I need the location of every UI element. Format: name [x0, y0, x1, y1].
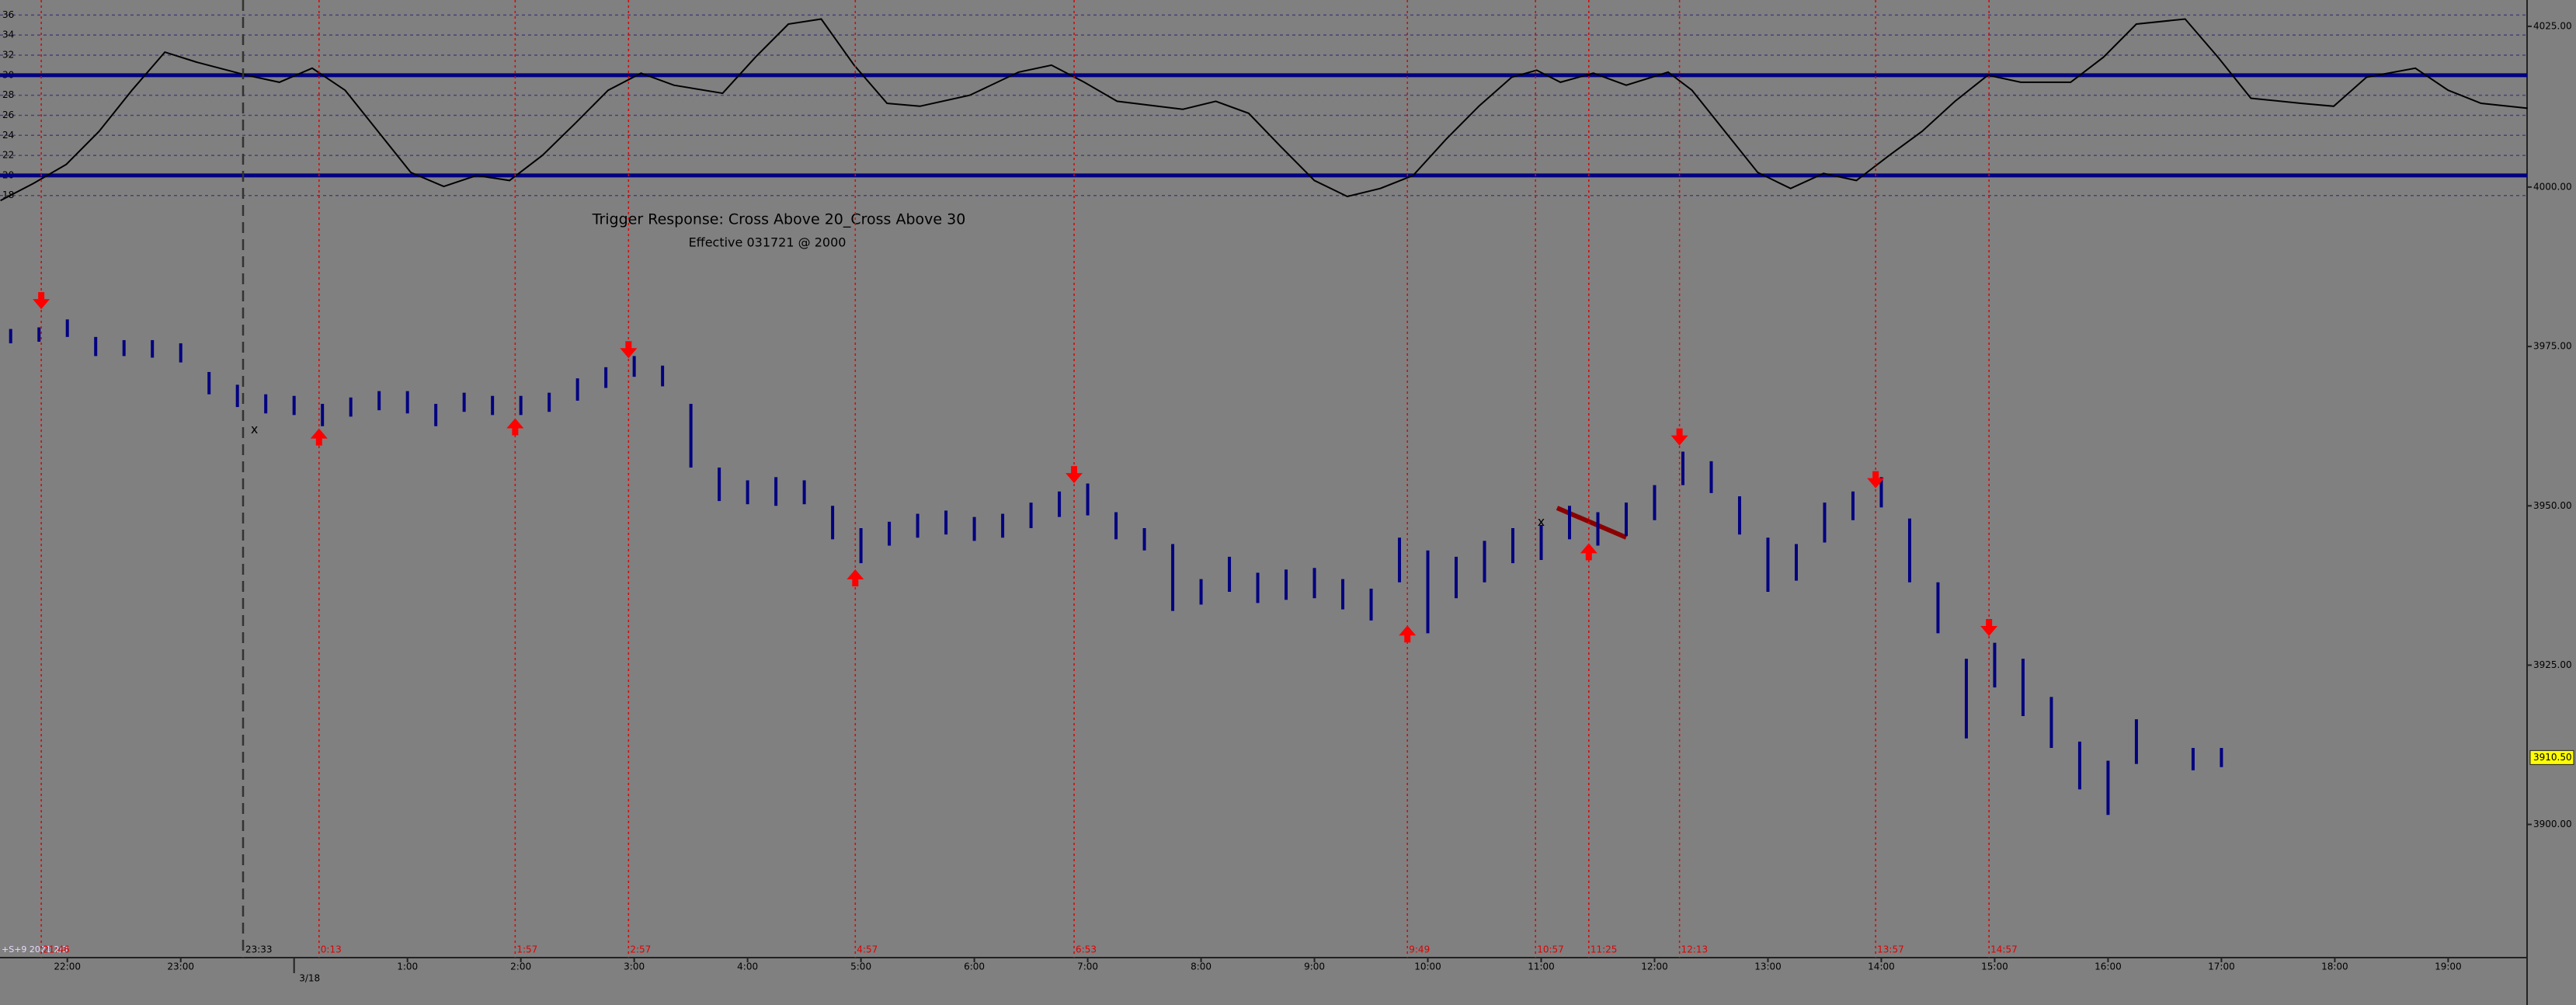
- y-tick-label: 32: [2, 50, 14, 61]
- x-tick-label: 2:00: [510, 962, 531, 972]
- x-tick-label: 14:00: [1868, 962, 1895, 972]
- x-tick-label: 3:00: [624, 962, 645, 972]
- event-label: 21:46: [43, 944, 70, 955]
- event-label: 0:13: [321, 944, 342, 955]
- y-tick-label: 22: [2, 150, 14, 161]
- signal-arrow: [620, 341, 638, 359]
- event-label: 12:13: [1681, 944, 1709, 955]
- last-price-box: [2529, 749, 2574, 765]
- x-tick-label: 19:00: [2435, 962, 2462, 972]
- event-label: 2:57: [630, 944, 651, 955]
- event-label: 6:53: [1076, 944, 1097, 955]
- y2-tick-label: 4025.00: [2533, 20, 2572, 31]
- y-tick-label: 3975.00: [2533, 341, 2572, 352]
- x-tick-label: 11:00: [1528, 962, 1555, 972]
- signal-arrow: [1867, 471, 1885, 489]
- y2-tick-label: 4000.00: [2533, 181, 2572, 192]
- chart-subtitle: Effective 031721 @ 2000: [689, 235, 846, 250]
- signal-arrow: [1066, 466, 1083, 484]
- annotation: x: [1538, 514, 1545, 529]
- y-tick-label: 24: [2, 130, 14, 141]
- signal-arrow: [1580, 543, 1597, 561]
- x-tick-label: 17:00: [2208, 962, 2235, 972]
- x-tick-label: 7:00: [1077, 962, 1098, 972]
- x-tick-label: 13:00: [1754, 962, 1782, 972]
- event-label: 1:57: [516, 944, 537, 955]
- signal-arrow: [310, 428, 328, 446]
- x-tick-label: 5:00: [850, 962, 871, 972]
- event-label: 9:49: [1409, 944, 1430, 955]
- event-label: 10:57: [1537, 944, 1564, 955]
- y-tick-label: 3950.00: [2533, 500, 2572, 511]
- y-tick-label: 3925.00: [2533, 659, 2572, 670]
- signal-arrow: [506, 418, 524, 436]
- y-tick-label: 3900.00: [2533, 819, 2572, 829]
- x-tick-label: 22:00: [54, 962, 81, 972]
- x-tick-label: 23:00: [167, 962, 194, 972]
- status-text: +S+9 2021 2/3: [2, 944, 68, 955]
- chart-title: Trigger Response: Cross Above 20_Cross A…: [592, 211, 966, 228]
- x-tick-label: 8:00: [1191, 962, 1212, 972]
- date-label: 3/18: [299, 973, 320, 984]
- last-price-label: 3910.50: [2533, 752, 2572, 763]
- event-label: 13:57: [1877, 944, 1904, 955]
- x-tick-label: 9:00: [1304, 962, 1325, 972]
- event-label: 14:57: [1990, 944, 2018, 955]
- x-tick-label: 18:00: [2321, 962, 2348, 972]
- signal-arrow: [846, 569, 864, 586]
- y-tick-label: 28: [2, 89, 14, 100]
- y-tick-label: 34: [2, 30, 14, 40]
- x-tick-label: 16:00: [2095, 962, 2122, 972]
- oscillator-line: [0, 18, 2528, 202]
- cursor-label: 23:33: [245, 944, 273, 955]
- signal-arrow: [1399, 625, 1417, 643]
- x-tick-label: 15:00: [1981, 962, 2008, 972]
- x-tick-label: 1:00: [397, 962, 418, 972]
- signal-arrow: [1670, 428, 1688, 446]
- event-label: 11:25: [1590, 944, 1618, 955]
- y-tick-label: 26: [2, 110, 14, 120]
- x-tick-label: 10:00: [1414, 962, 1441, 972]
- x-tick-label: 6:00: [964, 962, 985, 972]
- signal-arrow: [33, 292, 50, 310]
- event-label: 4:57: [857, 944, 878, 955]
- x-tick-label: 12:00: [1641, 962, 1668, 972]
- x-tick-label: 4:00: [737, 962, 758, 972]
- signal-arrow: [1980, 618, 1998, 636]
- annotation: x: [251, 422, 258, 436]
- y-tick-label: 36: [2, 9, 14, 20]
